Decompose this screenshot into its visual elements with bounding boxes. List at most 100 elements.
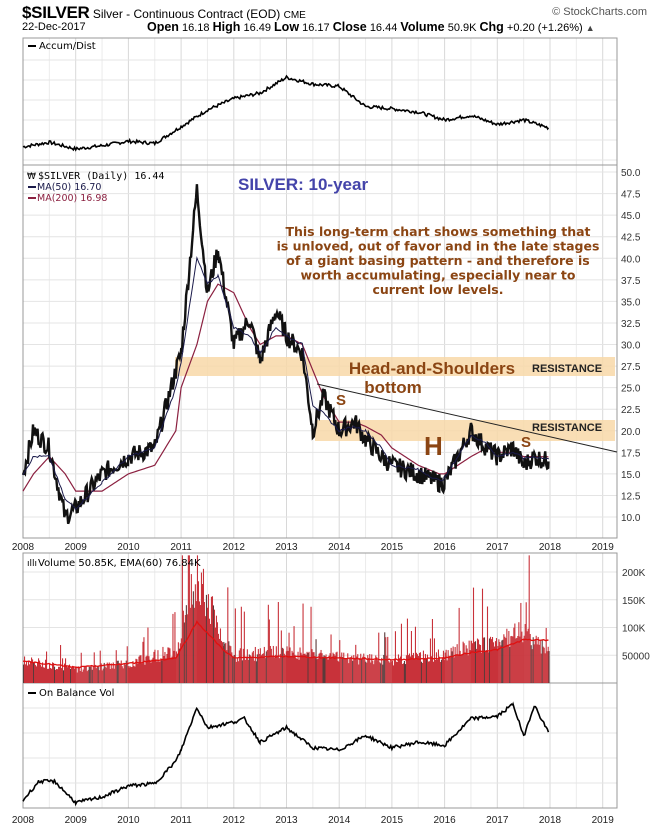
right-shoulder-label: S bbox=[521, 434, 531, 451]
svg-text:2013: 2013 bbox=[275, 542, 298, 553]
open-label: Open bbox=[147, 20, 179, 34]
legend-swatch bbox=[28, 45, 36, 47]
svg-text:50000: 50000 bbox=[622, 651, 650, 662]
svg-text:40.0: 40.0 bbox=[621, 254, 641, 265]
accum-dist-line bbox=[22, 74, 550, 152]
svg-text:150K: 150K bbox=[622, 596, 646, 607]
price-legend: ₩ $SILVER (Daily) 16.44 MA(50) 16.70 MA(… bbox=[27, 171, 164, 204]
close-label: Close bbox=[332, 20, 367, 34]
svg-text:2015: 2015 bbox=[381, 542, 404, 553]
resistance-lower-label: RESISTANCE bbox=[532, 422, 602, 434]
volume-y-axis: 200K 150K 100K 50000 bbox=[622, 568, 650, 662]
svg-text:42.5: 42.5 bbox=[621, 233, 641, 244]
low-label: Low bbox=[274, 20, 300, 34]
svg-text:2010: 2010 bbox=[117, 542, 140, 553]
svg-text:35.0: 35.0 bbox=[621, 297, 641, 308]
svg-text:2014: 2014 bbox=[328, 815, 351, 826]
annotation-text: This long-term chart shows something tha… bbox=[277, 224, 600, 297]
svg-text:current low levels.: current low levels. bbox=[373, 282, 504, 297]
svg-text:is unloved, out of favor and i: is unloved, out of favor and in the late… bbox=[277, 239, 600, 254]
svg-text:2009: 2009 bbox=[65, 815, 88, 826]
svg-text:2012: 2012 bbox=[223, 542, 246, 553]
svg-text:15.0: 15.0 bbox=[621, 470, 641, 481]
volume-legend: ıllı Volume 50.85K, EMA(60) 76.84K bbox=[27, 558, 201, 569]
pattern-label-2: bottom bbox=[364, 378, 422, 397]
volume-bars bbox=[23, 555, 550, 683]
ema60-line bbox=[22, 620, 549, 669]
ma50-swatch bbox=[28, 186, 36, 188]
lower-resistance-band bbox=[315, 420, 615, 441]
price-legend-text: $SILVER (Daily) 16.44 bbox=[38, 171, 164, 182]
svg-text:2014: 2014 bbox=[328, 542, 351, 553]
svg-text:2008: 2008 bbox=[12, 815, 35, 826]
svg-text:2009: 2009 bbox=[65, 542, 88, 553]
svg-text:2012: 2012 bbox=[223, 815, 246, 826]
svg-text:22.5: 22.5 bbox=[621, 405, 641, 416]
svg-text:2016: 2016 bbox=[433, 542, 456, 553]
accum-legend: Accum/Dist bbox=[28, 41, 96, 52]
price-line bbox=[21, 184, 550, 525]
svg-text:2019: 2019 bbox=[592, 815, 615, 826]
svg-text:2017: 2017 bbox=[486, 542, 509, 553]
svg-text:100K: 100K bbox=[622, 624, 646, 635]
close-value: 16.44 bbox=[369, 22, 398, 34]
head-label: H bbox=[424, 431, 443, 461]
svg-text:50.0: 50.0 bbox=[621, 168, 641, 179]
obv-legend: On Balance Vol bbox=[28, 688, 114, 699]
svg-text:32.5: 32.5 bbox=[621, 319, 641, 330]
svg-text:2015: 2015 bbox=[381, 815, 404, 826]
svg-text:2018: 2018 bbox=[539, 815, 562, 826]
svg-text:47.5: 47.5 bbox=[621, 190, 641, 201]
ma50-line bbox=[22, 255, 549, 511]
ma200-swatch bbox=[28, 197, 36, 199]
svg-text:2011: 2011 bbox=[170, 542, 192, 553]
low-value: 16.17 bbox=[302, 22, 330, 34]
svg-text:2010: 2010 bbox=[117, 815, 140, 826]
chg-value: +0.20 (+1.26%) bbox=[506, 22, 583, 34]
svg-text:200K: 200K bbox=[622, 568, 646, 579]
svg-text:2018: 2018 bbox=[539, 542, 562, 553]
svg-text:45.0: 45.0 bbox=[621, 211, 641, 222]
svg-text:12.5: 12.5 bbox=[621, 491, 641, 502]
svg-text:2016: 2016 bbox=[433, 815, 456, 826]
neckline-trendline bbox=[316, 383, 618, 453]
obv-legend-text: On Balance Vol bbox=[39, 688, 114, 699]
svg-text:30.0: 30.0 bbox=[621, 341, 641, 352]
ma200-legend-text: MA(200) 16.98 bbox=[37, 193, 107, 204]
copyright: © StockCharts.com bbox=[552, 6, 647, 18]
price-y-axis: 50.0 47.5 45.0 42.5 40.0 37.5 35.0 32.5 30.0 27.5… bbox=[621, 168, 641, 524]
up-arrow-icon: ▲ bbox=[585, 23, 595, 33]
obv-swatch bbox=[28, 692, 36, 694]
left-shoulder-label: S bbox=[336, 392, 346, 409]
svg-text:This long-term chart shows som: This long-term chart shows something tha… bbox=[285, 224, 590, 239]
svg-text:25.0: 25.0 bbox=[621, 384, 641, 395]
x-axis-price: 2008 2009 2010 2011 2012 2013 2014 2015 2016 2017… bbox=[12, 542, 614, 553]
volume-legend-text: Volume 50.85K, EMA(60) 76.84K bbox=[38, 558, 201, 569]
volume-bars-icon: ıllı bbox=[27, 559, 37, 569]
resistance-upper-label: RESISTANCE bbox=[532, 363, 602, 375]
candlestick-icon: ₩ bbox=[27, 172, 36, 182]
price-panel bbox=[22, 164, 618, 539]
open-value: 16.18 bbox=[182, 22, 210, 34]
chart-header: $SILVER Silver - Continuous Contract (EO… bbox=[22, 3, 306, 23]
svg-text:20.0: 20.0 bbox=[621, 427, 641, 438]
volume-value: 50.9K bbox=[447, 22, 477, 34]
high-label: High bbox=[212, 20, 241, 34]
svg-text:2011: 2011 bbox=[170, 815, 192, 826]
exchange: CME bbox=[283, 10, 306, 21]
upper-resistance-band bbox=[175, 357, 615, 376]
x-axis-obv: 2008 2009 2010 2011 2012 2013 2014 2015 2016 2017… bbox=[12, 815, 614, 826]
svg-text:worth accumulating, especially: worth accumulating, especially near to bbox=[301, 268, 576, 283]
ohlc-bar: Open 16.18 High 16.49 Low 16.17 Close 16… bbox=[147, 20, 595, 34]
svg-text:10.0: 10.0 bbox=[621, 513, 641, 524]
svg-text:2013: 2013 bbox=[275, 815, 298, 826]
accum-dist-panel bbox=[22, 37, 618, 166]
svg-text:2008: 2008 bbox=[12, 542, 35, 553]
svg-text:of a giant basing pattern - an: of a giant basing pattern - and therefor… bbox=[286, 253, 590, 268]
svg-text:17.5: 17.5 bbox=[621, 448, 641, 459]
high-value: 16.49 bbox=[243, 22, 271, 34]
svg-text:37.5: 37.5 bbox=[621, 276, 641, 287]
chart-title: SILVER: 10-year bbox=[238, 175, 368, 194]
ma50-legend-text: MA(50) 16.70 bbox=[37, 182, 101, 193]
